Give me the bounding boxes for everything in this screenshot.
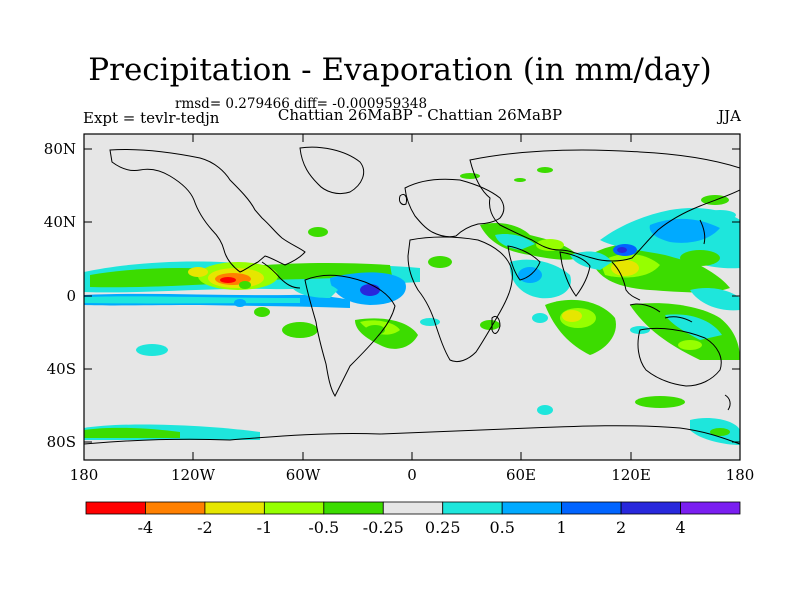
south-indian-green [635,396,685,408]
colorbar-swatch [442,501,503,515]
colorbar-label: -0.5 [308,518,339,537]
arctic-green-2 [537,167,553,173]
lon-label-180w: 180 [70,466,99,484]
colorbar-label: 2 [616,518,626,537]
south-pacific-cyan [84,296,300,304]
asia-monsoon-yellow [611,260,639,276]
south-indian-yellow [562,310,582,322]
madagascar-outline [491,315,501,334]
arctic-green-3 [514,178,526,182]
nw-pacific-green [680,250,720,266]
tethys-cyan [495,234,535,250]
itcz-yellow-west [188,267,208,277]
bay-bengal-cyan [570,251,612,270]
nw-pacific-darkest [617,247,627,253]
experiment-label: Expt = tevlr-tedjn [83,109,220,127]
south-pacific-cyan-patch [136,344,168,356]
asia-outline [469,149,740,262]
colorbar-label: -1 [257,518,273,537]
west-pacific-cyan [690,287,740,311]
colorbar-label: 1 [557,518,567,537]
stats-label: rmsd= 0.279466 diff= -0.000959348 [175,96,428,112]
tethys-lightgreen [536,239,564,251]
australia-north-cyan [665,314,722,340]
south-atlantic-small [365,325,385,335]
new-zealand-outline [724,394,731,411]
british-isles-outline [399,193,407,205]
colorbar-swatch [204,501,265,515]
arabia-outline [507,245,541,281]
africa-green-1 [428,256,452,268]
lon-label-0: 0 [407,466,417,484]
latitude-axis [84,148,740,443]
itcz-red-cell [220,277,236,283]
arctic-green-1 [460,173,480,179]
lat-label-40s: 40S [47,360,76,378]
pacific-green-small [254,307,270,317]
colorbar-label: -2 [197,518,213,537]
anomaly-field [84,167,740,445]
lon-label-120e: 120E [611,466,651,484]
season-label: JJA [718,107,741,125]
indonesia-outline-2 [664,316,693,323]
africa-outline [407,236,513,363]
japan-outline [699,219,706,245]
north-america-outline [109,148,306,273]
period-label: Chattian 26MaBP - Chattian 26MaBP [277,106,563,124]
atlantic-cyan [290,282,338,298]
southern-ocean-cyan-patch [537,405,553,415]
indonesia-outline-1 [629,303,661,313]
lon-label-60w: 60W [286,466,321,484]
longitude-axis [83,134,741,460]
colorbar-swatch [145,501,206,515]
colorbar-swatch [680,501,741,515]
lat-label-0: 0 [66,287,76,305]
colorbar-label: -4 [138,518,154,537]
greenland-outline [299,146,365,195]
antarctica-outline [84,425,740,460]
lat-label-80s: 80S [47,433,76,451]
central-america-outline [261,261,301,289]
atlantic-itcz-dark [360,284,380,296]
madagascar-green [480,320,500,330]
plot-title: Precipitation - Evaporation (in mm/day) [88,52,712,88]
colorbar-label: -0.25 [363,518,404,537]
south-indian-cyan-patch [532,313,548,323]
pacific-blue-small [234,299,246,307]
europe-outline [404,178,505,238]
south-pacific-green-1 [282,322,318,338]
south-america-outline [304,274,396,398]
coastlines [84,146,740,460]
central-america-green [239,281,251,289]
india-outline [559,251,591,297]
colorbar-swatch [323,501,384,515]
north-pacific-cyan [704,210,736,220]
lon-label-120w: 120W [171,466,216,484]
colorbar [85,501,741,515]
lon-label-180e: 180 [726,466,755,484]
colorbar-labels: -4 -2 -1 -0.5 -0.25 0.25 0.5 1 2 4 [138,518,686,537]
colorbar-label: 0.25 [425,518,461,537]
lon-label-60e: 60E [506,466,536,484]
southern-ocean-green [84,427,180,438]
colorbar-label: 0.5 [489,518,514,537]
australia-north-lightgreen [678,340,702,350]
southeast-asia-outline [611,261,641,301]
africa-cyan-small [420,318,440,326]
colorbar-swatch [620,501,681,515]
colorbar-swatch [85,501,146,515]
colorbar-swatch [561,501,622,515]
colorbar-swatch [263,501,325,515]
australia-outline [637,327,722,387]
north-atlantic-green [308,227,328,237]
colorbar-swatch [501,501,563,515]
south-pacific-east-green [710,428,730,436]
colorbar-swatch [382,501,444,515]
lat-label-40n: 40N [44,213,76,231]
lat-label-80n: 80N [44,140,76,158]
colorbar-label: 4 [675,518,685,537]
